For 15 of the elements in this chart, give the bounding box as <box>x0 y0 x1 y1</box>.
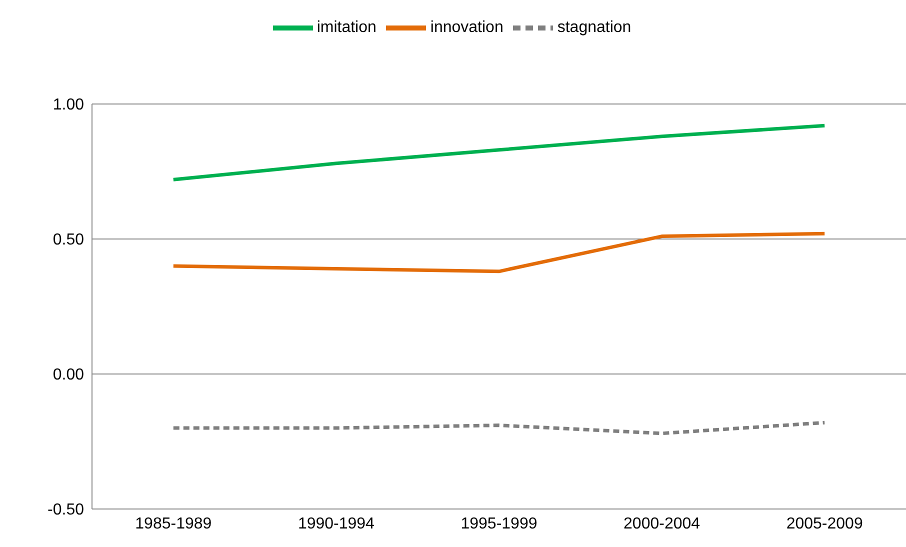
y-tick-label: 1.00 <box>52 96 84 114</box>
y-tick-label: -0.50 <box>48 502 84 519</box>
legend-label: innovation <box>430 19 504 36</box>
x-tick-label: 1990-1994 <box>298 515 375 532</box>
x-tick-label: 1995-1999 <box>460 515 538 532</box>
y-tick-label: 0.50 <box>52 232 84 249</box>
y-tick-label: 0.00 <box>52 366 84 384</box>
line-series <box>172 420 826 436</box>
line-series <box>172 124 826 182</box>
line-series <box>172 232 826 274</box>
legend-label: stagnation <box>557 19 632 36</box>
legend-label: imitation <box>316 19 376 36</box>
x-tick-label: 2000-2004 <box>624 515 700 532</box>
x-tick-label: 2005-2009 <box>786 515 863 532</box>
x-tick-label: 1985-1989 <box>135 515 212 532</box>
